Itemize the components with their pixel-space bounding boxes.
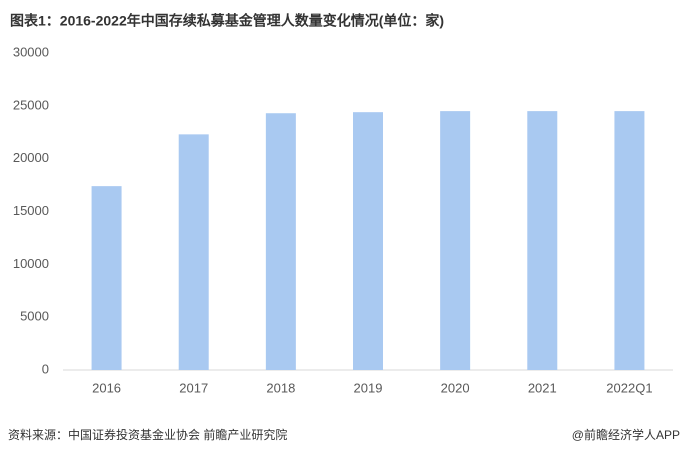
- bar: [265, 113, 296, 370]
- x-tick-label: 2020: [441, 380, 470, 395]
- x-tick-label: 2016: [92, 380, 121, 395]
- y-tick-label: 15000: [13, 203, 49, 218]
- bar: [353, 112, 383, 370]
- x-tick-label: 2018: [266, 380, 295, 395]
- chart-title: 图表1：2016-2022年中国存续私募基金管理人数量变化情况(单位：家): [10, 13, 444, 29]
- bar: [440, 111, 471, 370]
- credit: @前瞻经济学人APP: [572, 427, 680, 442]
- y-tick-label: 0: [42, 361, 49, 376]
- x-tick-label: 2022Q1: [606, 380, 652, 395]
- x-tick-label: 2017: [179, 380, 208, 395]
- bar: [178, 134, 209, 370]
- y-tick-label: 30000: [13, 44, 49, 59]
- y-tick-label: 5000: [20, 309, 49, 324]
- x-tick-label: 2021: [528, 380, 557, 395]
- y-tick-label: 20000: [13, 150, 49, 165]
- y-tick-label: 10000: [13, 256, 49, 271]
- bar: [527, 111, 558, 370]
- source-note: 资料来源：中国证券投资基金业协会 前瞻产业研究院: [8, 427, 287, 442]
- bar: [614, 111, 645, 370]
- x-tick-label: 2019: [354, 380, 383, 395]
- bar: [91, 186, 122, 370]
- y-tick-label: 25000: [13, 97, 49, 112]
